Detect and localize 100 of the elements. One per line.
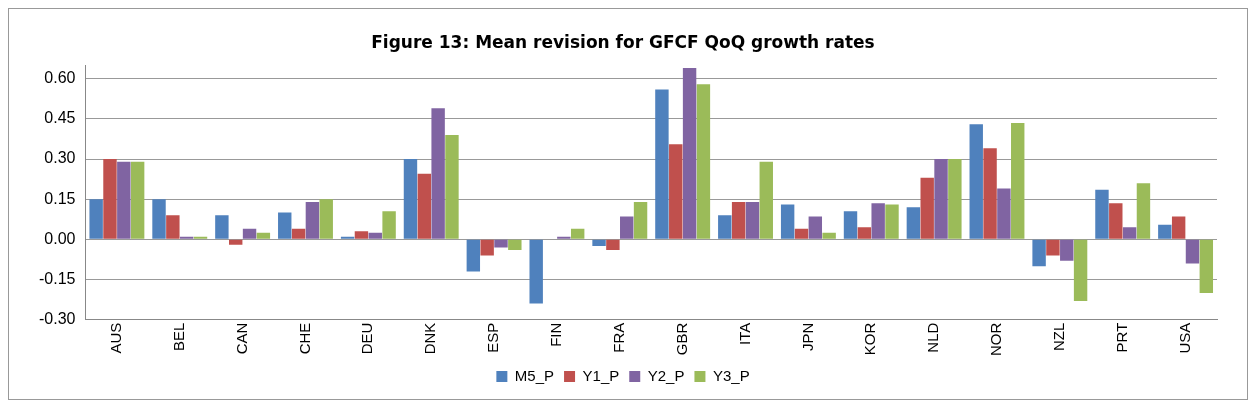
x-tick-label: DEU [358,322,376,355]
bar [731,201,746,239]
x-tick-label: AUS [107,322,125,354]
bar [780,204,795,239]
bar [1136,183,1151,239]
bar [696,84,711,239]
chart-title: Figure 13: Mean revision for GFCF QoQ growth rates [371,31,875,52]
bar [1032,239,1046,267]
bar [718,215,732,239]
x-tick-label: PRT [1112,322,1130,353]
x-tick-label: DNK [421,322,439,355]
bar [117,161,131,239]
bar [570,228,585,239]
bar [278,212,292,239]
bar [934,159,948,239]
bar [1046,239,1060,256]
bar [1060,239,1074,261]
bar [794,228,809,239]
bar [466,239,481,272]
bar [1199,239,1214,293]
bar [382,211,396,239]
bar [606,239,620,251]
bar [969,124,983,239]
bar [1095,189,1109,239]
bar [445,134,459,239]
bar [152,199,166,239]
y-tick-label: 0.45 [44,109,76,127]
bar [633,201,648,239]
bar [480,239,494,256]
y-tick-label: 0.60 [44,69,76,87]
bar [229,239,243,245]
bar [1185,239,1200,264]
bar [340,236,355,239]
bar [871,203,885,239]
bar [291,228,306,239]
x-tick-label: ESP [484,322,502,353]
x-tick-label: NLD [924,322,942,353]
bar [983,148,997,239]
y-tick-label: -0.30 [39,310,76,328]
bar [948,159,962,239]
bar [89,199,103,239]
bar [103,159,117,239]
x-tick-label: CAN [232,322,250,355]
bar [417,173,432,239]
y-tick-label: 0.15 [44,189,76,207]
bar [179,236,194,239]
bar [997,188,1011,239]
x-tick-label: FIN [547,322,565,347]
bar [822,232,836,239]
bar [215,215,229,239]
bar [508,239,522,251]
y-tick-label: 0.30 [44,149,76,167]
bar [557,236,571,239]
x-tick-label: USA [1175,322,1193,354]
bar [494,239,508,248]
y-tick-label: 0.00 [44,229,76,247]
legend-label: M5_P [514,366,555,384]
bar [319,199,333,239]
bar [305,201,320,239]
bar [1171,216,1186,239]
legend-label: Y3_P [712,366,750,384]
bar [808,216,823,239]
bar [592,239,606,247]
bar [885,204,899,239]
bar [682,68,697,239]
x-tick-label: CHE [295,322,313,355]
x-tick-label: JPN [798,322,816,352]
bar [166,215,180,239]
x-tick-label: NZL [1049,322,1067,352]
bar [620,216,634,239]
bar [920,177,934,239]
bar [130,161,145,239]
bar [403,159,418,239]
bar [759,161,773,239]
x-tick-label: NOR [987,322,1005,357]
bar [745,201,760,239]
bar [669,144,683,239]
bar [256,232,271,239]
bar [1011,122,1025,239]
bar [655,89,669,239]
bar [1109,203,1123,239]
x-tick-label: BEL [169,322,187,352]
bar [1158,224,1172,239]
bar [843,211,858,239]
bar [857,227,872,239]
bar [431,108,445,239]
legend-label: Y2_P [647,366,685,384]
bar [242,228,257,239]
y-tick-label: -0.15 [39,269,76,287]
legend-label: Y1_P [582,366,620,384]
bar [1073,239,1088,301]
x-tick-label: GBR [672,322,690,356]
bar [529,239,543,304]
bar [193,236,208,239]
bar [906,207,921,239]
bar [1122,227,1137,239]
bar [368,232,382,239]
x-tick-label: ITA [735,322,753,345]
x-tick-label: KOR [861,322,879,356]
bar [354,231,369,239]
